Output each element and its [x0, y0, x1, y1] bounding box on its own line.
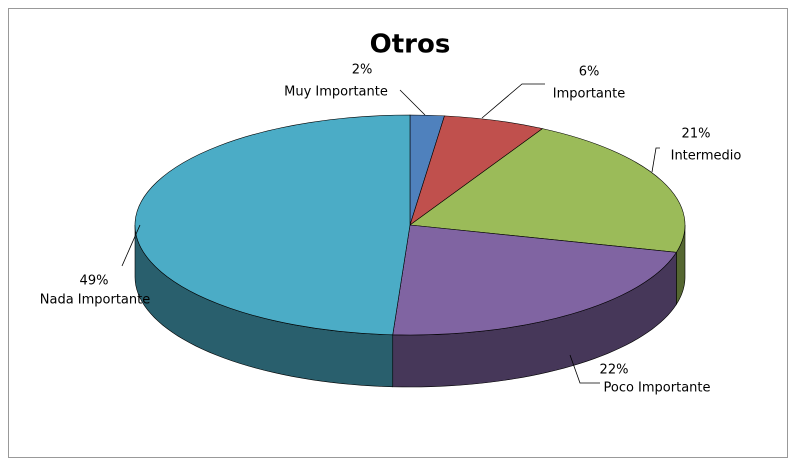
data-label: 22% — [600, 363, 629, 378]
leader-line — [121, 224, 141, 267]
category-label: Importante — [553, 87, 625, 102]
data-label: 6% — [579, 65, 600, 80]
chart-title: Otros — [370, 30, 451, 60]
slice — [392, 224, 677, 336]
leader-line — [481, 83, 545, 119]
category-label: Poco Importante — [603, 381, 710, 396]
leader-line — [569, 354, 600, 384]
category-label: Nada Importante — [40, 293, 151, 308]
category-label: Muy Importante — [284, 85, 388, 100]
data-label: 49% — [80, 274, 109, 289]
leader-line — [399, 89, 426, 116]
data-label: 2% — [352, 63, 373, 78]
data-label: 21% — [682, 127, 711, 142]
slice — [409, 128, 686, 253]
leader-line — [651, 147, 660, 173]
slice — [134, 114, 411, 336]
category-label: Intermedio — [671, 149, 742, 164]
